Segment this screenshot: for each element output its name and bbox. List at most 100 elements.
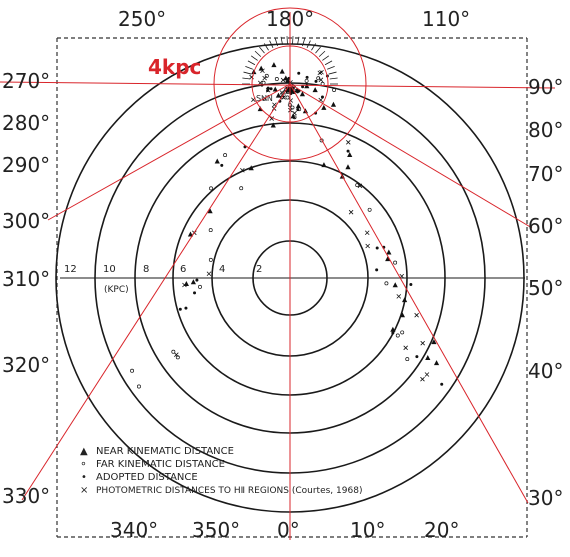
far-kinematic-marker — [175, 355, 180, 360]
sun-tick — [250, 55, 258, 61]
adopted-distance-marker — [375, 246, 379, 250]
sun-tick — [297, 36, 300, 45]
legend-symbol-photometric: × — [80, 485, 88, 496]
adopted-distance-marker — [375, 268, 379, 272]
sun-tick — [315, 46, 321, 54]
sun-tick — [274, 38, 279, 47]
photometric-marker — [364, 230, 370, 236]
scale-unit: (KPC) — [104, 285, 129, 295]
photometric-marker — [420, 340, 425, 346]
photometric-marker — [396, 294, 402, 299]
sun-tick — [242, 77, 251, 80]
near-kinematic-marker — [275, 92, 282, 98]
far-kinematic-marker — [297, 107, 302, 112]
far-kinematic-marker — [393, 260, 398, 265]
lon-left-290: 290° — [2, 153, 50, 177]
overlay-line-270-90 — [0, 81, 556, 89]
far-kinematic-marker — [285, 95, 290, 100]
overlay-line-60 — [289, 83, 533, 229]
far-kinematic-marker — [223, 153, 228, 158]
scale-tick-4: 4 — [219, 264, 225, 275]
far-kinematic-marker — [208, 228, 213, 233]
scale-tick-6: 6 — [180, 264, 186, 275]
sun-tick — [329, 77, 338, 80]
adopted-distance-marker — [440, 382, 444, 386]
adopted-distance-marker — [409, 282, 413, 286]
near-kinematic-marker — [321, 162, 327, 168]
photometric-marker — [260, 68, 265, 74]
near-kinematic-marker — [431, 339, 437, 345]
overlay-label-4kpc: 4kpc — [148, 55, 201, 79]
far-kinematic-marker — [405, 357, 410, 362]
legend-text-photometric: PHOTOMETRIC DISTANCES TO HⅡ REGIONS (Cou… — [96, 486, 362, 496]
far-kinematic-marker — [332, 88, 337, 92]
far-kinematic-marker — [274, 77, 279, 81]
lon-right-60: 60° — [528, 214, 563, 238]
near-kinematic-marker — [299, 91, 306, 97]
near-kinematic-marker — [279, 68, 285, 74]
near-kinematic-marker — [347, 152, 353, 158]
lon-bottom-10: 10° — [350, 518, 385, 542]
adopted-distance-marker — [269, 87, 273, 91]
near-kinematic-marker — [386, 249, 392, 255]
sun-tick — [292, 36, 294, 45]
sun-tick — [301, 38, 306, 47]
adopted-distance-marker — [184, 306, 188, 310]
near-kinematic-marker — [290, 113, 296, 119]
sun-tick — [306, 40, 311, 48]
photometric-marker — [414, 312, 419, 318]
sun-tick — [259, 46, 265, 54]
photometric-marker — [174, 352, 179, 357]
far-kinematic-marker — [384, 281, 389, 286]
adopted-distance-marker — [314, 79, 318, 83]
far-kinematic-marker — [261, 80, 266, 85]
sun-tick — [245, 65, 253, 70]
far-kinematic-marker — [290, 105, 295, 110]
photometric-marker — [424, 372, 430, 377]
photometric-marker — [240, 167, 245, 173]
lon-bottom-0: 0° — [277, 518, 300, 542]
near-kinematic-marker — [271, 62, 277, 68]
lon-bottom-20: 20° — [424, 518, 459, 542]
photometric-marker — [257, 80, 263, 86]
photometric-marker — [288, 80, 293, 85]
hii-region-points — [130, 62, 444, 389]
lon-right-30: 30° — [528, 486, 563, 510]
adopted-distance-marker — [346, 149, 350, 153]
far-kinematic-marker — [208, 257, 213, 262]
far-kinematic-marker — [367, 207, 372, 212]
map-frame — [56, 37, 528, 538]
legend-symbol-adopted: • — [81, 472, 87, 483]
scale-labels: 12 10 8 6 4 2 (KPC) — [64, 264, 262, 295]
lon-left-280: 280° — [2, 111, 50, 135]
near-kinematic-marker — [272, 86, 278, 92]
lon-right-80: 80° — [528, 118, 563, 142]
sun-tick — [280, 36, 283, 45]
legend-text-adopted: ADOPTED DISTANCE — [96, 472, 198, 483]
near-kinematic-marker — [433, 360, 440, 366]
sun-tick — [263, 43, 269, 51]
longitude-labels: 250° 180° 110° 270° 280° 290° 300° 310° … — [2, 7, 563, 542]
far-kinematic-marker — [209, 186, 213, 191]
near-kinematic-marker — [321, 104, 327, 110]
lon-bottom-340: 340° — [110, 518, 158, 542]
lon-bottom-350: 350° — [192, 518, 240, 542]
adopted-distance-marker — [301, 85, 305, 89]
near-kinematic-marker — [385, 256, 391, 262]
near-kinematic-marker — [190, 279, 196, 285]
near-kinematic-marker — [183, 280, 189, 286]
adopted-distance-marker — [320, 95, 324, 99]
near-kinematic-marker — [402, 297, 408, 303]
far-kinematic-marker — [130, 368, 135, 373]
sun-longitude-ticks — [242, 36, 338, 85]
red-overlay: 4kpc — [0, 7, 556, 540]
sun-tick — [324, 60, 333, 66]
adopted-distance-marker — [220, 163, 224, 167]
adopted-distance-marker — [266, 86, 270, 90]
scale-tick-12: 12 — [64, 264, 77, 275]
photometric-marker — [420, 376, 425, 382]
near-kinematic-marker — [295, 103, 301, 109]
adopted-distance-marker — [178, 307, 182, 311]
sun-tick — [254, 50, 262, 57]
far-kinematic-marker — [239, 186, 244, 191]
